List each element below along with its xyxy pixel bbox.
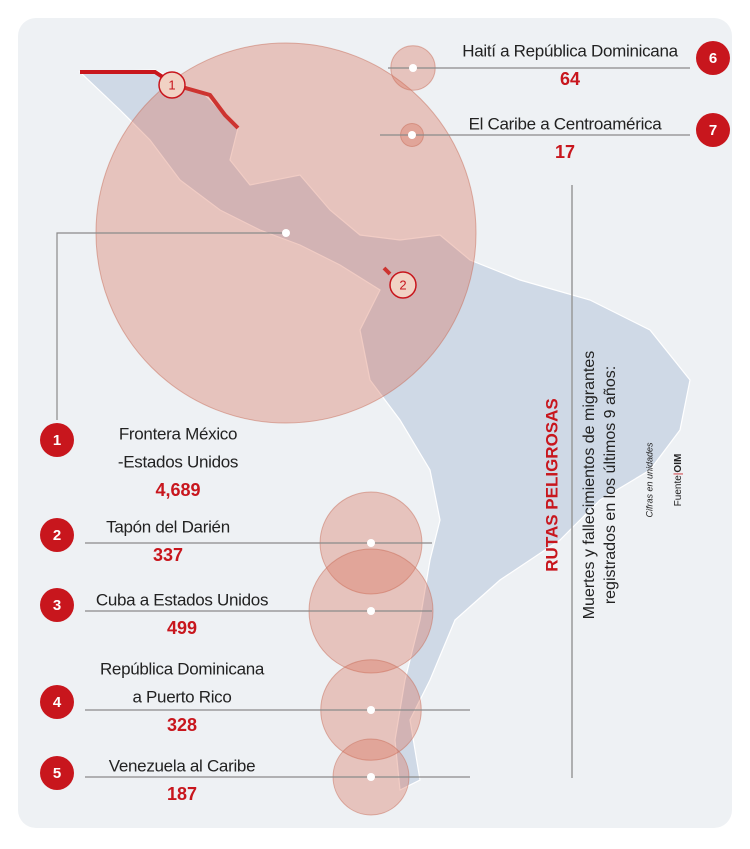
badge bbox=[40, 756, 74, 790]
route-name: Cuba a Estados Unidos bbox=[96, 590, 268, 609]
dot bbox=[282, 229, 290, 237]
badge bbox=[40, 685, 74, 719]
dot bbox=[409, 64, 417, 72]
route-value: 187 bbox=[167, 784, 197, 804]
border-line bbox=[80, 70, 240, 130]
panel bbox=[18, 18, 732, 828]
map-badge-number: 2 bbox=[399, 277, 406, 292]
map-badge-number: 1 bbox=[168, 77, 175, 92]
badge bbox=[40, 588, 74, 622]
map-badge bbox=[389, 271, 417, 299]
route-name: El Caribe a Centroamérica bbox=[469, 114, 663, 133]
badge-number: 3 bbox=[53, 597, 61, 614]
route-name: Haití a República Dominicana bbox=[462, 41, 678, 60]
route-value: 337 bbox=[153, 545, 183, 565]
badge-number: 1 bbox=[53, 432, 61, 449]
route-value: 17 bbox=[555, 142, 575, 162]
dot bbox=[367, 607, 375, 615]
dot bbox=[367, 706, 375, 714]
badge bbox=[40, 423, 74, 457]
leader-line bbox=[56, 232, 286, 420]
source-name: OIM bbox=[673, 454, 684, 473]
dot bbox=[367, 539, 375, 547]
source-sep: | bbox=[673, 473, 684, 476]
route-value: 4,689 bbox=[155, 480, 200, 500]
dot bbox=[367, 773, 375, 781]
map-badge bbox=[158, 71, 186, 99]
subtitle: Muertes y fallecimientos de migrantes bbox=[581, 351, 598, 620]
source-label: Fuente bbox=[673, 475, 684, 507]
route-value: 64 bbox=[560, 69, 580, 89]
route-name: Frontera México bbox=[119, 424, 237, 443]
route-name: Venezuela al Caribe bbox=[109, 756, 255, 775]
dot bbox=[408, 131, 416, 139]
map bbox=[78, 69, 691, 791]
title: RUTAS PELIGROSAS bbox=[542, 398, 561, 571]
badge-number: 5 bbox=[53, 765, 61, 782]
badge bbox=[40, 518, 74, 552]
badge-number: 6 bbox=[709, 50, 717, 67]
badge-number: 4 bbox=[53, 694, 62, 711]
route-value: 328 bbox=[167, 715, 197, 735]
note: Cifras en unidades bbox=[644, 442, 654, 518]
darien-mark bbox=[382, 266, 392, 276]
route-value: 499 bbox=[167, 618, 197, 638]
routes: 1 Frontera México -Estados Unidos 4,689 1 2 2 T… bbox=[40, 41, 730, 816]
badge bbox=[696, 113, 730, 147]
route-name: República Dominicana bbox=[100, 659, 265, 678]
subtitle: registrados en los últimos 9 años: bbox=[602, 366, 619, 604]
route-name: Tapón del Darién bbox=[106, 517, 230, 536]
route-name: -Estados Unidos bbox=[118, 452, 238, 471]
badge-number: 2 bbox=[53, 527, 61, 544]
badge-number: 7 bbox=[709, 122, 717, 139]
route-name: a Puerto Rico bbox=[132, 687, 231, 706]
source: Fuente|OIM bbox=[673, 454, 684, 507]
badge bbox=[696, 41, 730, 75]
